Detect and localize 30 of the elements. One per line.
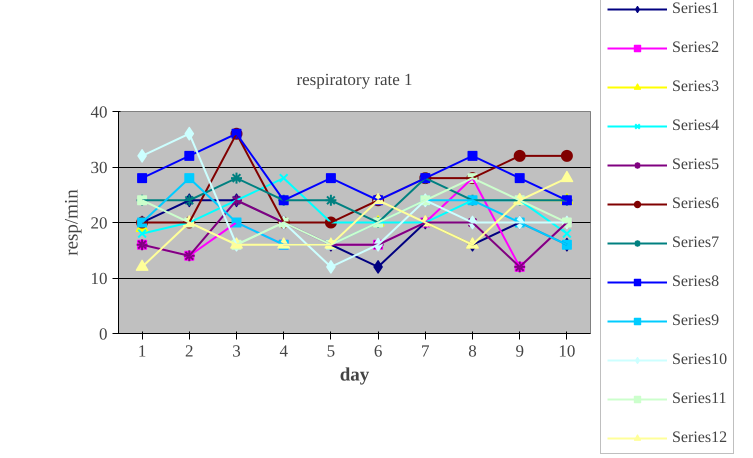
legend-label: Series11 bbox=[672, 390, 727, 408]
x-tick-label: 10 bbox=[558, 342, 576, 360]
legend-label: Series2 bbox=[672, 39, 720, 57]
legend-label: Series12 bbox=[672, 429, 728, 447]
x-tick-label: 1 bbox=[138, 342, 146, 360]
y-axis-title: resp/min bbox=[62, 188, 82, 256]
x-axis-title: day bbox=[340, 364, 370, 386]
legend-label: Series6 bbox=[672, 195, 720, 213]
x-tick-label: 9 bbox=[515, 342, 524, 360]
x-tick-label: 5 bbox=[326, 342, 336, 360]
legend-label: Series7 bbox=[672, 234, 720, 252]
x-tick-label: 3 bbox=[232, 342, 241, 360]
legend-label: Series4 bbox=[672, 117, 720, 135]
y-tick-label: 10 bbox=[90, 269, 108, 288]
y-tick-label: 20 bbox=[90, 214, 108, 232]
chart-title: respiratory rate 1 bbox=[296, 70, 413, 89]
legend-label: Series3 bbox=[672, 78, 720, 96]
x-tick-label: 7 bbox=[421, 342, 430, 360]
x-tick-label: 4 bbox=[279, 342, 288, 360]
y-tick-label: 40 bbox=[90, 102, 108, 122]
legend-label: Series10 bbox=[672, 351, 728, 369]
x-tick-label: 2 bbox=[185, 342, 194, 360]
legend-label: Series9 bbox=[672, 312, 720, 330]
y-tick-label: 0 bbox=[99, 324, 108, 344]
x-tick-label: 6 bbox=[374, 342, 382, 360]
x-tick-label: 8 bbox=[468, 342, 477, 360]
legend-label: Series5 bbox=[672, 156, 720, 174]
y-tick-label: 30 bbox=[90, 158, 108, 177]
legend-label: Series8 bbox=[672, 273, 720, 291]
legend-label: Series1 bbox=[672, 0, 720, 18]
